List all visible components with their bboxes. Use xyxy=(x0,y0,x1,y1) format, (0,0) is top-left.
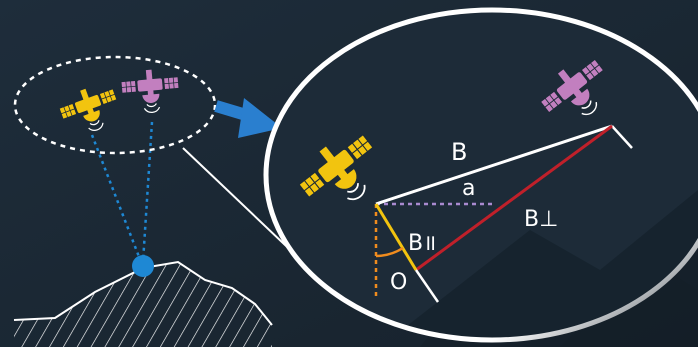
arrow-right-icon xyxy=(214,98,282,138)
parallel-label: B॥ xyxy=(408,231,436,256)
perpendicular-line xyxy=(415,124,613,272)
perpendicular-label: B⊥ xyxy=(524,207,558,232)
baseline-line xyxy=(375,124,613,206)
theta-arc xyxy=(375,246,404,258)
line-of-sight-extension xyxy=(611,125,633,149)
theta-label: O xyxy=(390,270,407,295)
parallel-line xyxy=(374,203,418,271)
ground-terrain xyxy=(13,260,273,347)
baseline-label: B xyxy=(451,138,467,166)
parallel-line-extension xyxy=(414,269,440,303)
alpha-label: a xyxy=(462,176,475,201)
ground-point-icon xyxy=(132,255,154,277)
satellite-group-ellipse xyxy=(13,55,217,155)
baseline-geometry xyxy=(374,124,633,303)
zoom-circle xyxy=(263,7,698,343)
line-of-sight xyxy=(90,121,154,263)
